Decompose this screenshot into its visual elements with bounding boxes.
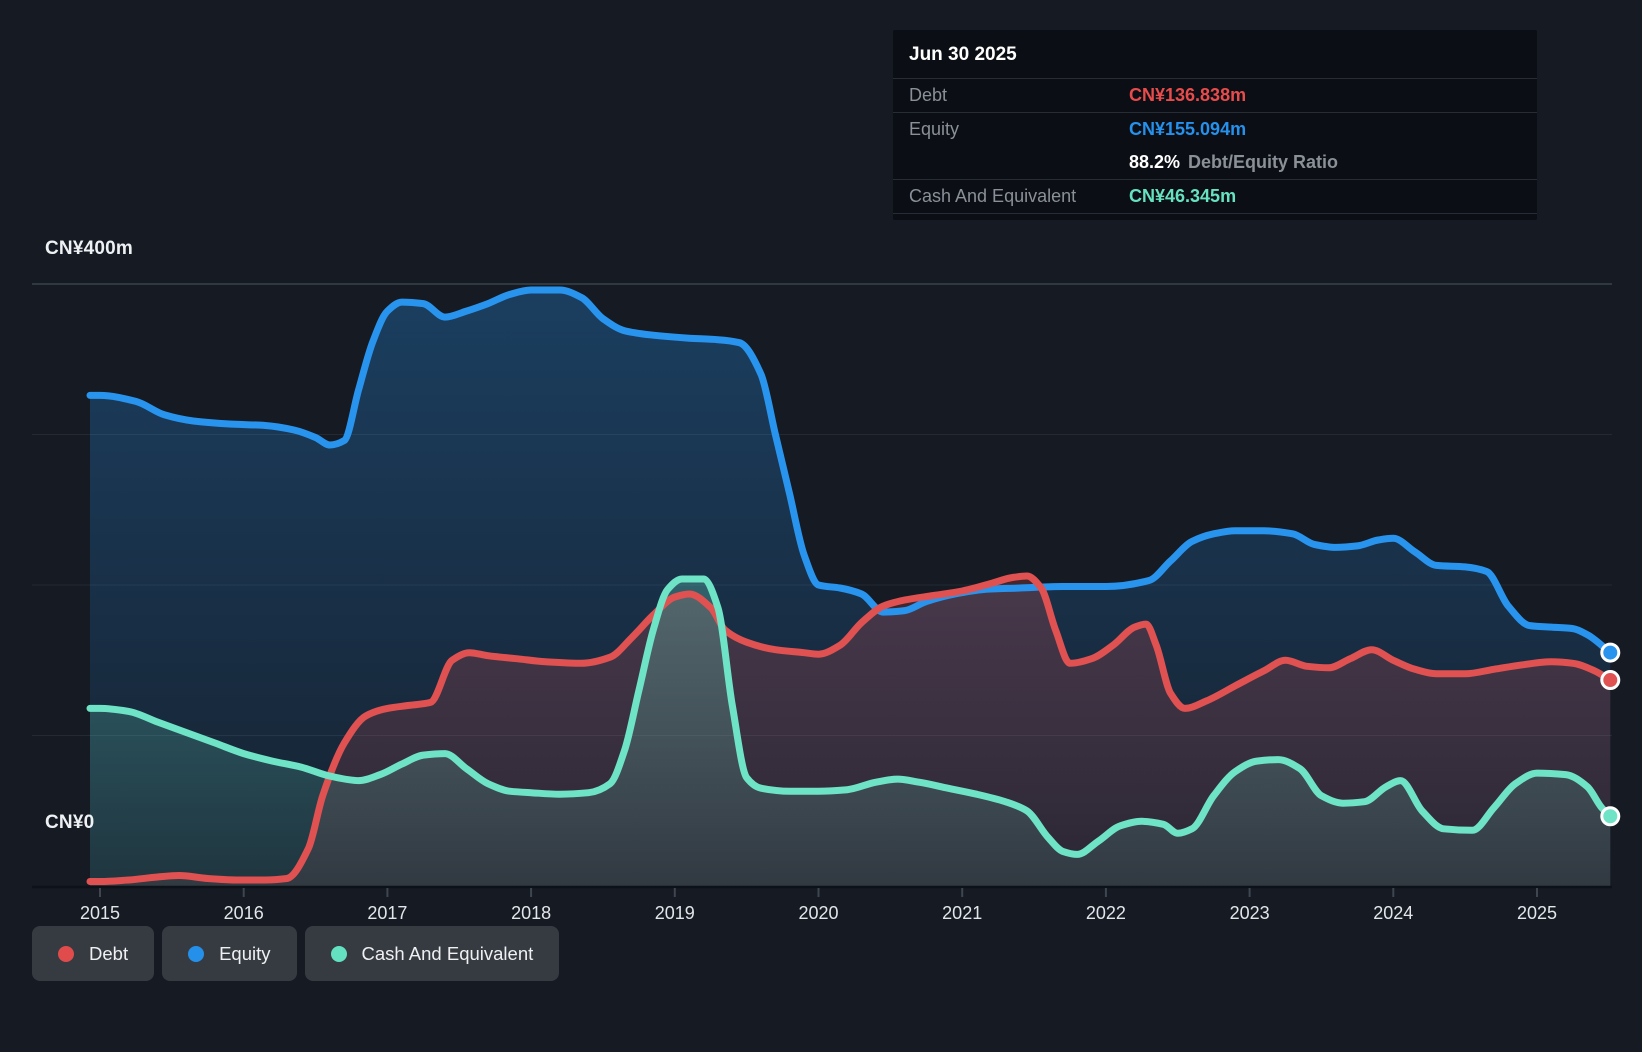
tooltip-ratio-value: 88.2% Debt/Equity Ratio: [1129, 152, 1338, 173]
legend-item-debt[interactable]: Debt: [32, 926, 155, 981]
tooltip-cash-value: CN¥46.345m: [1129, 186, 1237, 206]
legend-item-cash[interactable]: Cash And Equivalent: [304, 926, 560, 981]
x-axis-year-label-2021: 2021: [942, 903, 982, 923]
chart-tooltip: Jun 30 2025 Debt CN¥136.838m Equity CN¥1…: [893, 30, 1537, 220]
tooltip-equity-value: CN¥155.094m: [1129, 119, 1247, 139]
tooltip-row-ratio: 88.2% Debt/Equity Ratio: [893, 146, 1537, 180]
tooltip-ratio-percent: 88.2%: [1129, 152, 1181, 172]
x-axis-year-label-2019: 2019: [655, 903, 695, 923]
chart-legend: Debt Equity Cash And Equivalent: [32, 926, 560, 981]
x-axis-year-label-2020: 2020: [798, 903, 838, 923]
debt-dot-icon: [58, 945, 74, 962]
cash-and-equivalent-line: [86, 575, 1614, 858]
x-axis-year-label-2016: 2016: [224, 903, 264, 923]
x-axis-year-label-2022: 2022: [1086, 903, 1126, 923]
tooltip-row-equity: Equity CN¥155.094m: [893, 113, 1537, 146]
legend-item-equity[interactable]: Equity: [162, 926, 297, 981]
x-axis-year-label-2017: 2017: [367, 903, 407, 923]
tooltip-debt-value: CN¥136.838m: [1129, 85, 1247, 105]
y-axis-label-400m: CN¥400m: [45, 238, 134, 259]
x-axis-year-label-2018: 2018: [511, 903, 551, 923]
equity-dot-icon: [188, 945, 205, 962]
debt-line: [86, 572, 1614, 885]
x-axis-year-label-2025: 2025: [1517, 903, 1557, 923]
debt-end-dot: [1600, 670, 1621, 691]
tooltip-row-debt: Debt CN¥136.838m: [893, 79, 1537, 113]
tooltip-cash-label: Cash And Equivalent: [909, 186, 1077, 206]
legend-cash-label: Cash And Equivalent: [361, 942, 534, 964]
cash-and-equivalent-end-dot: [1600, 806, 1621, 827]
legend-equity-label: Equity: [219, 942, 271, 964]
tooltip-ratio-suffix: Debt/Equity Ratio: [1188, 152, 1339, 172]
tooltip-debt-label: Debt: [909, 85, 948, 105]
tooltip-date: Jun 30 2025: [893, 30, 1537, 79]
x-axis-year-label-2015: 2015: [80, 903, 120, 923]
equity-line: [86, 286, 1614, 657]
cash-dot-icon: [330, 945, 347, 962]
x-axis-year-label-2024: 2024: [1373, 903, 1413, 923]
x-axis-year-label-2023: 2023: [1230, 903, 1270, 923]
equity-end-dot: [1600, 642, 1621, 663]
tooltip-row-cash: Cash And Equivalent CN¥46.345m: [893, 180, 1537, 214]
y-axis-label-0: CN¥0: [45, 812, 95, 833]
tooltip-equity-label: Equity: [909, 119, 960, 139]
legend-debt-label: Debt: [89, 942, 129, 964]
cash-and-equivalent-area: [90, 579, 1611, 886]
